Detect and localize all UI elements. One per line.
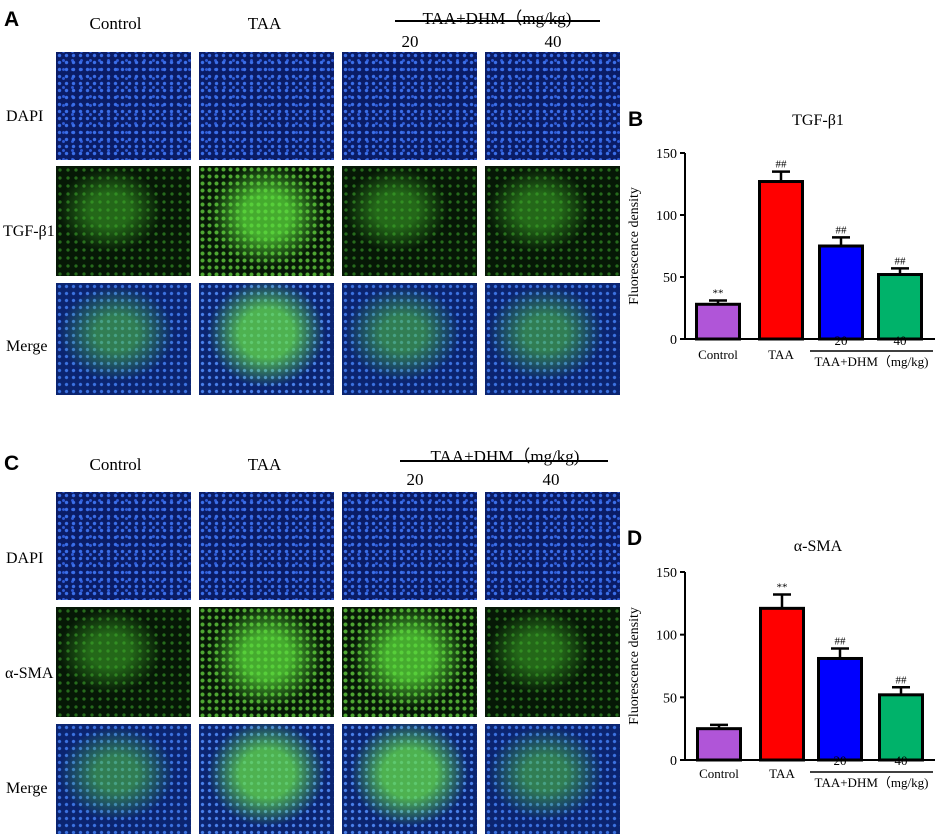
y-tick-label-2: 100 xyxy=(656,629,677,644)
image-c-merge-control xyxy=(56,724,191,834)
col-label-20: 20 xyxy=(401,32,419,51)
significance-1: ** xyxy=(777,582,788,594)
chart-title: α-SMA xyxy=(794,538,843,555)
col-label-taa-c: TAA xyxy=(247,455,282,474)
col-label-40-c: 40 xyxy=(542,470,560,489)
col-label-20-c: 20 xyxy=(406,470,424,489)
category-label-0: Control xyxy=(699,766,739,781)
category-label-3: 40 xyxy=(895,753,908,768)
image-a-tgf-control xyxy=(56,166,191,276)
bar-3 xyxy=(878,693,924,762)
image-c-sma-40 xyxy=(485,607,620,717)
y-axis-label: Fluorescence density xyxy=(627,187,642,305)
image-a-dapi-40 xyxy=(485,52,620,160)
y-tick-label-3: 150 xyxy=(656,566,677,581)
y-tick-label-1: 50 xyxy=(663,271,677,286)
y-tick-label-0: 0 xyxy=(670,754,677,769)
bar-2 xyxy=(818,244,864,341)
significance-0: ** xyxy=(713,288,724,300)
col-label-40: 40 xyxy=(544,32,562,51)
image-a-tgf-20 xyxy=(342,166,477,276)
group-label: TAA+DHM（mg/kg) xyxy=(422,9,572,28)
significance-1: ## xyxy=(776,159,788,171)
image-c-merge-40 xyxy=(485,724,620,834)
panel-letter-c: C xyxy=(4,452,20,475)
image-a-merge-40 xyxy=(485,283,620,395)
group-label: TAA+DHM（mg/kg) xyxy=(815,775,929,790)
y-tick-label-1: 50 xyxy=(663,691,677,706)
bar-2 xyxy=(817,656,863,762)
bar-1 xyxy=(759,606,805,762)
row-label-dapi-c: DAPI xyxy=(6,550,44,567)
col-label-taa: TAA xyxy=(247,14,282,33)
row-label-sma: α-SMA xyxy=(5,665,54,682)
chart-title: TGF-β1 xyxy=(792,112,844,129)
image-c-dapi-control xyxy=(56,492,191,600)
image-a-merge-taa xyxy=(199,283,334,395)
category-label-1: TAA xyxy=(769,766,795,781)
panel-letter-a: A xyxy=(4,8,20,31)
group-label-c: TAA+DHM（mg/kg) xyxy=(430,447,580,466)
image-c-dapi-20 xyxy=(342,492,477,600)
group-underline xyxy=(395,20,600,22)
row-label-dapi: DAPI xyxy=(6,108,44,125)
category-label-2: 20 xyxy=(834,753,847,768)
image-a-tgf-taa xyxy=(199,166,334,276)
col-label-control-c: Control xyxy=(89,455,142,474)
row-label-tgf: TGF-β1 xyxy=(3,223,55,240)
image-a-merge-20 xyxy=(342,283,477,395)
image-c-sma-20 xyxy=(342,607,477,717)
panel-letter-d: D xyxy=(627,527,643,550)
y-tick-label-3: 150 xyxy=(656,147,677,162)
image-a-tgf-40 xyxy=(485,166,620,276)
image-c-merge-taa xyxy=(199,724,334,834)
significance-2: ## xyxy=(835,635,847,647)
image-c-dapi-taa xyxy=(199,492,334,600)
col-label-control: Control xyxy=(89,14,142,33)
image-c-merge-20 xyxy=(342,724,477,834)
category-label-0: Control xyxy=(698,347,738,362)
bar-0 xyxy=(695,302,741,341)
category-label-1: TAA xyxy=(768,347,794,362)
chart-alpha-sma: α-SMA Fluorescence density 0 50 100 150 Contro… xyxy=(627,538,935,790)
category-label-3: 40 xyxy=(894,333,907,348)
image-c-dapi-40 xyxy=(485,492,620,600)
panel-letter-b: B xyxy=(628,108,644,131)
image-c-sma-taa xyxy=(199,607,334,717)
y-axis-label: Fluorescence density xyxy=(627,607,642,725)
y-tick-label-2: 100 xyxy=(656,209,677,224)
y-tick-label-0: 0 xyxy=(670,333,677,348)
image-a-merge-control xyxy=(56,283,191,395)
group-label: TAA+DHM（mg/kg) xyxy=(815,354,929,369)
row-label-merge-c: Merge xyxy=(6,780,48,797)
image-a-dapi-20 xyxy=(342,52,477,160)
row-label-merge: Merge xyxy=(6,338,48,355)
significance-2: ## xyxy=(836,224,848,236)
chart-tgf-b1: TGF-β1 Fluorescence density 0 50 100 150 ** Con… xyxy=(627,112,935,369)
group-underline-c xyxy=(400,460,608,462)
image-c-sma-control xyxy=(56,607,191,717)
bar-1 xyxy=(758,180,804,341)
significance-3: ## xyxy=(896,674,908,686)
bar-3 xyxy=(877,273,923,341)
significance-3: ## xyxy=(895,255,907,267)
image-a-dapi-control xyxy=(56,52,191,160)
image-a-dapi-taa xyxy=(199,52,334,160)
bar-0 xyxy=(696,727,742,762)
category-label-2: 20 xyxy=(835,333,848,348)
